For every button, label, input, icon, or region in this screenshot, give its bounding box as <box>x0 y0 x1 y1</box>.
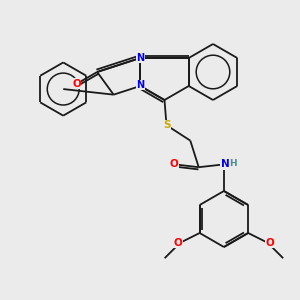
Text: S: S <box>163 120 170 130</box>
Text: N: N <box>136 80 144 90</box>
Text: N: N <box>220 159 229 170</box>
Text: H: H <box>229 159 237 168</box>
Text: N: N <box>136 53 144 63</box>
Text: O: O <box>174 238 182 248</box>
Text: O: O <box>266 238 274 248</box>
Text: O: O <box>72 79 81 89</box>
Text: O: O <box>169 159 178 170</box>
